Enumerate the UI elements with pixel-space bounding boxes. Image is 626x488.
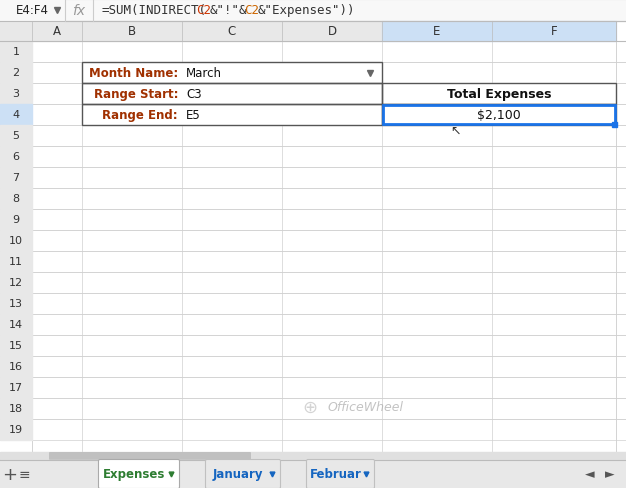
- Bar: [0, 398, 32, 419]
- Text: 10: 10: [9, 236, 23, 246]
- Text: 3: 3: [13, 89, 19, 99]
- Bar: [0, 22, 32, 42]
- Text: &"Expenses")): &"Expenses")): [257, 4, 355, 18]
- Bar: [82, 63, 382, 84]
- Bar: [0, 63, 32, 84]
- Text: 11: 11: [9, 257, 23, 267]
- Text: OfficeWheel: OfficeWheel: [328, 400, 404, 413]
- Text: =SUM(INDIRECT(: =SUM(INDIRECT(: [101, 4, 206, 18]
- Text: &"!"&: &"!"&: [210, 4, 247, 18]
- Bar: [382, 22, 492, 42]
- FancyBboxPatch shape: [205, 460, 280, 488]
- Text: 12: 12: [9, 278, 23, 288]
- Bar: [82, 22, 182, 42]
- Bar: [0, 22, 626, 460]
- Bar: [0, 189, 32, 209]
- Text: Total Expenses: Total Expenses: [447, 88, 552, 101]
- Bar: [0, 356, 32, 377]
- Text: C2: C2: [244, 4, 259, 18]
- Bar: [0, 452, 626, 460]
- Bar: [182, 22, 282, 42]
- Text: Expenses: Expenses: [103, 468, 165, 481]
- Bar: [0, 419, 32, 440]
- Text: Range End:: Range End:: [103, 109, 178, 122]
- Text: 17: 17: [9, 383, 23, 393]
- Text: C2: C2: [196, 4, 211, 18]
- Bar: [0, 272, 32, 293]
- Bar: [0, 460, 626, 488]
- Text: E4:F4: E4:F4: [16, 4, 49, 18]
- Text: E: E: [433, 25, 441, 39]
- Text: 9: 9: [13, 215, 19, 225]
- Bar: [383, 106, 615, 125]
- Bar: [0, 168, 32, 189]
- Bar: [0, 377, 32, 398]
- Bar: [382, 105, 616, 126]
- Text: ↖: ↖: [449, 125, 460, 138]
- Text: ◄: ◄: [585, 468, 595, 481]
- Bar: [82, 63, 382, 84]
- Text: 15: 15: [9, 341, 23, 351]
- Text: +: +: [3, 465, 18, 483]
- Bar: [0, 42, 32, 63]
- Bar: [492, 22, 616, 42]
- Bar: [612, 123, 617, 128]
- Text: 14: 14: [9, 320, 23, 330]
- Bar: [82, 84, 382, 105]
- Bar: [0, 293, 32, 314]
- Text: A: A: [53, 25, 61, 39]
- Text: ⊕: ⊕: [302, 398, 317, 416]
- Text: 16: 16: [9, 362, 23, 372]
- Bar: [0, 335, 32, 356]
- Text: 4: 4: [13, 110, 19, 120]
- Text: D: D: [327, 25, 337, 39]
- Text: C: C: [228, 25, 236, 39]
- Text: 19: 19: [9, 425, 23, 435]
- Text: E5: E5: [186, 109, 201, 122]
- Bar: [0, 126, 32, 147]
- Bar: [0, 105, 32, 126]
- Text: 2: 2: [13, 68, 19, 79]
- FancyBboxPatch shape: [307, 460, 374, 488]
- Text: fx: fx: [73, 4, 86, 18]
- Text: ≡: ≡: [18, 467, 30, 481]
- Bar: [382, 84, 616, 105]
- Text: 8: 8: [13, 194, 19, 204]
- Bar: [382, 105, 616, 126]
- Bar: [0, 314, 32, 335]
- Bar: [0, 84, 32, 105]
- Text: March: March: [186, 67, 222, 80]
- FancyBboxPatch shape: [98, 460, 180, 488]
- Text: 1: 1: [13, 47, 19, 58]
- Bar: [0, 251, 32, 272]
- Text: 18: 18: [9, 404, 23, 414]
- Text: $2,100: $2,100: [477, 109, 521, 122]
- Text: Februar: Februar: [310, 468, 361, 481]
- Bar: [82, 105, 382, 126]
- Bar: [0, 0, 626, 22]
- Bar: [0, 0, 65, 22]
- Text: 13: 13: [9, 299, 23, 309]
- FancyBboxPatch shape: [49, 452, 251, 460]
- Text: Month Name:: Month Name:: [89, 67, 178, 80]
- Text: B: B: [128, 25, 136, 39]
- Bar: [382, 84, 616, 105]
- Bar: [0, 209, 32, 230]
- Text: 7: 7: [13, 173, 19, 183]
- Text: Range Start:: Range Start:: [93, 88, 178, 101]
- Bar: [0, 147, 32, 168]
- Text: 5: 5: [13, 131, 19, 141]
- Text: F: F: [551, 25, 557, 39]
- Text: C3: C3: [186, 88, 202, 101]
- Text: ►: ►: [605, 468, 615, 481]
- Bar: [32, 42, 626, 460]
- Text: 6: 6: [13, 152, 19, 162]
- Text: January: January: [213, 468, 264, 481]
- Bar: [0, 230, 32, 251]
- Bar: [282, 22, 382, 42]
- Bar: [82, 105, 382, 126]
- Bar: [32, 22, 82, 42]
- Bar: [82, 84, 382, 105]
